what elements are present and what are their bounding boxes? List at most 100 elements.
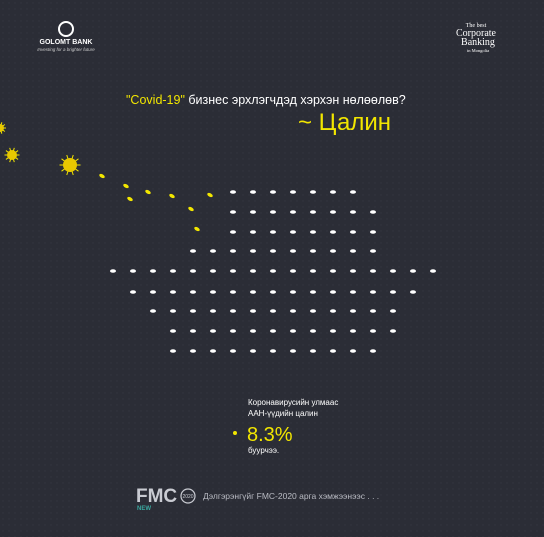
dot [250,210,256,214]
dot [350,269,356,273]
dot [250,349,256,353]
dot [210,309,216,313]
dot [370,269,376,273]
dot [250,230,256,234]
dot [230,269,236,273]
dot [250,190,256,194]
footer: FMC 2020 NEW Дэлгэрэнгүйг FMC-2020 арга … [136,486,379,512]
dot [150,290,156,294]
dot [230,190,236,194]
dot [250,269,256,273]
dot [350,230,356,234]
trail-dot [123,183,129,189]
dot [330,269,336,273]
dot [390,269,396,273]
dot [130,269,136,273]
dot [210,329,216,333]
award-line: Corporate [456,28,497,39]
dot [350,210,356,214]
dot [290,249,296,253]
dot [410,269,416,273]
dot [170,309,176,313]
trail-dot [169,193,175,199]
dot [350,349,356,353]
dot [350,329,356,333]
dot [230,349,236,353]
dot [170,269,176,273]
dot [430,269,436,273]
trail-dot [99,173,105,179]
dot [310,249,316,253]
dot [310,309,316,313]
dot [210,349,216,353]
dot [310,329,316,333]
dot [290,269,296,273]
dot [130,290,136,294]
dot [330,210,336,214]
topic: ~ Цалин [298,109,391,136]
dot [330,349,336,353]
dot [330,230,336,234]
award-line: in Mongolia [467,48,489,53]
dot [290,290,296,294]
dot [270,349,276,353]
fmc-tag: NEW [137,506,151,512]
dot [310,349,316,353]
dot [250,290,256,294]
dot [270,269,276,273]
dot [150,309,156,313]
award-line: The best [466,23,487,29]
dot [370,210,376,214]
dot [150,269,156,273]
bank-logo: GOLOMT BANK Investing for a brighter fut… [37,21,95,52]
dot [270,329,276,333]
dot [330,329,336,333]
stat-text: буурчээ. [248,446,279,455]
dot [210,269,216,273]
dot [330,190,336,194]
dot [330,290,336,294]
dot [170,329,176,333]
dot [270,249,276,253]
dot [190,309,196,313]
dot [350,309,356,313]
award: The best Corporate Banking in Mongolia [456,23,497,53]
dot [270,190,276,194]
dot [230,230,236,234]
virus [0,124,4,132]
trail-dot [194,226,200,232]
fmc-year: 2020 [182,494,193,500]
dot [230,249,236,253]
dot [370,309,376,313]
trail-dot [145,189,151,195]
dot [290,309,296,313]
virus [7,150,17,160]
dot [190,249,196,253]
dot [370,329,376,333]
dot [290,230,296,234]
dot [290,329,296,333]
dot [290,349,296,353]
dot [250,309,256,313]
footer-note: Дэлгэрэнгүйг FMC-2020 арга хэмжээнээс . … [203,491,379,501]
logo-ring [180,488,196,504]
dot [270,309,276,313]
dot [190,329,196,333]
dot [270,230,276,234]
dot [290,190,296,194]
dot [310,210,316,214]
headline-highlight: "Covid-19" [126,93,185,107]
dot [110,269,116,273]
headline-rest: бизнес эрхлэгчдэд хэрхэн нөлөөлөв? [188,93,405,107]
dot [350,190,356,194]
dot [310,190,316,194]
bank-name: GOLOMT BANK [40,39,93,46]
dot [250,329,256,333]
trail-dot [207,192,213,198]
dot [390,309,396,313]
dot [190,349,196,353]
dot [390,329,396,333]
virus [63,158,77,172]
